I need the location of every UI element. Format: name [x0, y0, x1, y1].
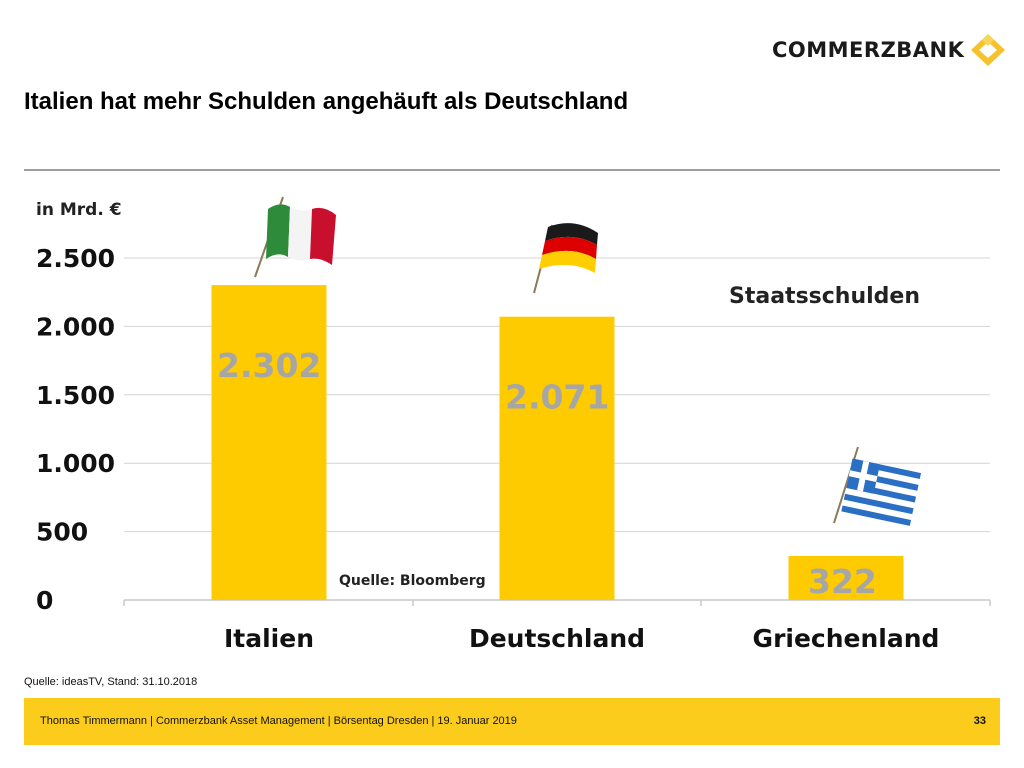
- debt-bar-chart: 0 500 1.000 1.500 2.000 2.500 2.302 Italien 2.0…: [36, 196, 991, 653]
- category-label: Griechenland: [753, 624, 940, 653]
- value-label: 2.302: [217, 346, 321, 385]
- bar-italien: [211, 285, 327, 600]
- value-label: 322: [808, 562, 877, 601]
- bar-deutschland: [499, 316, 615, 600]
- y-tick-label: 1.500: [36, 381, 115, 410]
- bar-griechenland: [788, 555, 904, 600]
- y-tick-label: 2.500: [36, 244, 115, 273]
- y-axis-ticks: 0 500 1.000 1.500 2.000 2.500: [36, 244, 115, 615]
- germany-flag-icon: [533, 223, 598, 294]
- footer-bar: Thomas Timmermann | Commerzbank Asset Ma…: [24, 698, 1000, 745]
- footer-text: Thomas Timmermann | Commerzbank Asset Ma…: [40, 715, 517, 727]
- category-label: Deutschland: [469, 624, 645, 653]
- title-divider: [24, 169, 1000, 171]
- y-tick-label: 2.000: [36, 312, 115, 341]
- source-note: Quelle: ideasTV, Stand: 31.10.2018: [24, 676, 198, 688]
- y-tick-label: 1.000: [36, 449, 115, 478]
- y-tick-label: 0: [36, 586, 53, 615]
- greece-flag-icon: [833, 446, 922, 526]
- bloomberg-source-label: Quelle: Bloomberg: [339, 573, 486, 589]
- series-label: Staatsschulden: [729, 284, 920, 309]
- commerzbank-logo: COMMERZBANK: [772, 34, 1006, 66]
- page-number: 33: [973, 715, 986, 727]
- slide-title: Italien hat mehr Schulden angehäuft als …: [24, 88, 629, 115]
- category-label: Italien: [224, 624, 314, 653]
- y-tick-label: 500: [36, 518, 88, 547]
- value-label: 2.071: [505, 378, 609, 417]
- chart-labels: 2.302 Italien 2.071 Deutschland 322 Griechenl…: [217, 346, 939, 653]
- unit-label: in Mrd. €: [36, 200, 122, 220]
- logo-text: COMMERZBANK: [772, 38, 965, 62]
- commerzbank-ribbon-icon: [971, 34, 1006, 66]
- chart-bars: [211, 285, 904, 600]
- italy-flag-icon: [254, 196, 336, 278]
